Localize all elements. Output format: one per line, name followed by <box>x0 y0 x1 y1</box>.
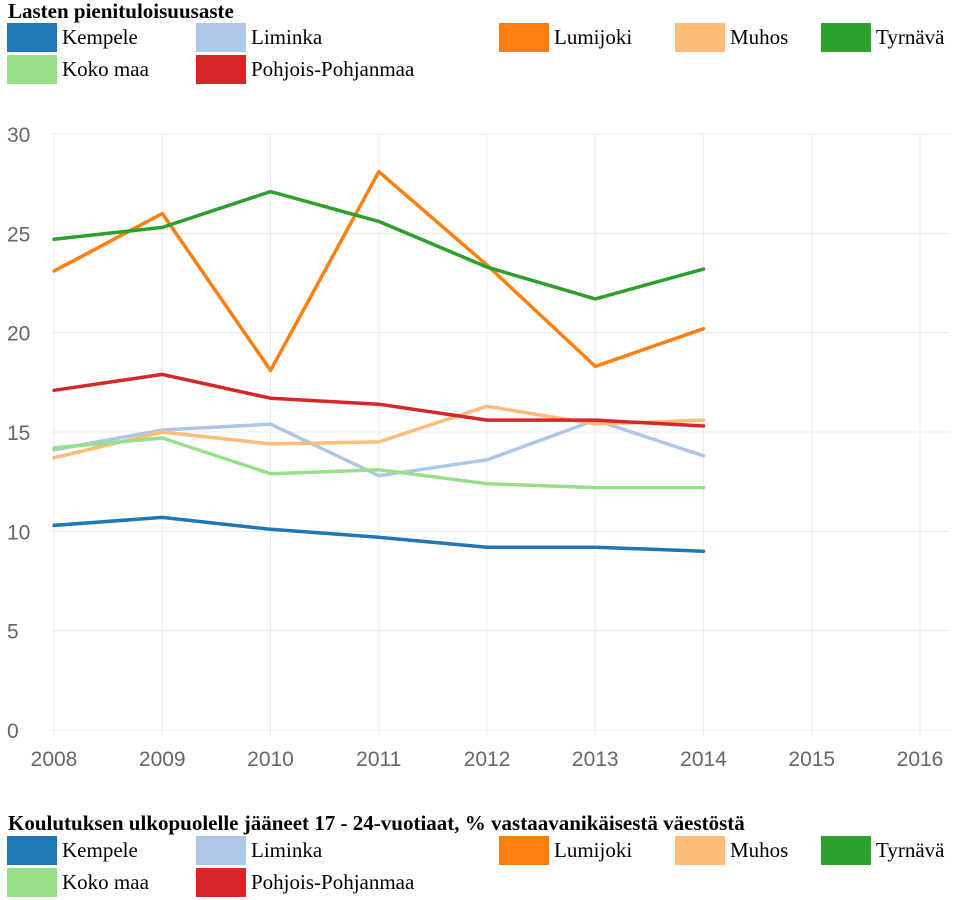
y-tick-label: 25 <box>7 223 30 246</box>
legend-label: Liminka <box>251 838 323 862</box>
legend-label: Pohjois-Pohjanmaa <box>251 870 415 894</box>
legend-item-muhos: Muhos <box>674 22 788 53</box>
chart-title-1: Lasten pienituloisuusaste <box>8 0 234 23</box>
x-tick-label: 2016 <box>897 748 944 771</box>
legend-item-kempele: Kempele <box>6 835 138 866</box>
legend-swatch <box>6 54 58 85</box>
y-tick-label: 5 <box>7 621 19 644</box>
series-line-kempele <box>52 515 706 553</box>
legend-item-tyrnava: Tyrnävä <box>820 22 945 53</box>
legend-item-lumijoki: Lumijoki <box>498 835 632 866</box>
series-line-pohjois-pohjanmaa <box>52 372 706 428</box>
legend-item-lumijoki: Lumijoki <box>498 22 632 53</box>
x-tick-label: 2010 <box>247 748 294 771</box>
legend-swatch <box>498 835 550 866</box>
x-tick-label: 2012 <box>464 748 511 771</box>
legend-swatch <box>674 835 726 866</box>
y-tick-label: 15 <box>7 422 30 445</box>
legend-swatch <box>195 835 247 866</box>
y-tick-label: 30 <box>7 124 30 147</box>
legend-label: Pohjois-Pohjanmaa <box>251 57 415 81</box>
series-lines <box>52 169 706 553</box>
series-line-koko-maa <box>52 436 706 490</box>
axis-labels: 0 5 10 15 20 25 30 2008 2009 2010 2011 2012 2013 2014… <box>7 124 943 771</box>
legend-item-kempele: Kempele <box>6 22 138 53</box>
y-tick-label: 20 <box>7 323 30 346</box>
legend-item-pohjois-pohjanmaa: Pohjois-Pohjanmaa <box>195 54 414 85</box>
legend-label: Kempele <box>62 838 138 862</box>
x-tick-label: 2014 <box>680 748 727 771</box>
legend-item-koko-maa: Koko maa <box>6 867 149 898</box>
legend-label: Kempele <box>62 25 138 49</box>
legend-swatch <box>498 22 550 53</box>
legend-label: Tyrnävä <box>876 25 945 49</box>
legend-item-muhos: Muhos <box>674 835 788 866</box>
legend-item-pohjois-pohjanmaa: Pohjois-Pohjanmaa <box>195 867 414 898</box>
legend-item-liminka: Liminka <box>195 835 322 866</box>
legend-swatch <box>820 22 872 53</box>
x-tick-label: 2015 <box>788 748 835 771</box>
legend-swatch <box>195 22 247 53</box>
legend-label: Koko maa <box>62 57 149 81</box>
legend-item-tyrnava: Tyrnävä <box>820 835 945 866</box>
legend-label: Muhos <box>730 838 789 862</box>
legend-1: Kempele Liminka Lumijoki Muhos Tyrnävä K… <box>0 22 960 88</box>
series-line-tyrnava <box>52 189 706 301</box>
legend-swatch <box>6 867 58 898</box>
legend-label: Koko maa <box>62 870 149 894</box>
legend-label: Lumijoki <box>554 25 633 49</box>
legend-item-liminka: Liminka <box>195 22 322 53</box>
legend-label: Liminka <box>251 25 323 49</box>
legend-swatch <box>820 835 872 866</box>
line-chart: 0 5 10 15 20 25 30 2008 2009 2010 2011 2012 2013 2014… <box>7 124 950 771</box>
grid <box>50 133 950 736</box>
legend-label: Tyrnävä <box>876 838 945 862</box>
legend-label: Muhos <box>730 25 789 49</box>
x-tick-label: 2008 <box>31 748 78 771</box>
y-tick-label: 10 <box>7 521 30 544</box>
legend-swatch <box>6 22 58 53</box>
legend-swatch <box>195 54 247 85</box>
chart-title-2: Koulutuksen ulkopuolelle jääneet 17 - 24… <box>8 811 745 835</box>
legend-swatch <box>6 835 58 866</box>
legend-2: Kempele Liminka Lumijoki Muhos Tyrnävä K… <box>0 835 960 900</box>
legend-swatch <box>195 867 247 898</box>
legend-swatch <box>674 22 726 53</box>
series-line-lumijoki <box>52 169 706 373</box>
x-tick-label: 2013 <box>572 748 619 771</box>
y-tick-label: 0 <box>7 720 19 743</box>
legend-label: Lumijoki <box>554 838 633 862</box>
series-line-muhos <box>52 404 706 460</box>
x-tick-label: 2011 <box>356 748 401 771</box>
x-tick-label: 2009 <box>139 748 186 771</box>
legend-item-koko-maa: Koko maa <box>6 54 149 85</box>
